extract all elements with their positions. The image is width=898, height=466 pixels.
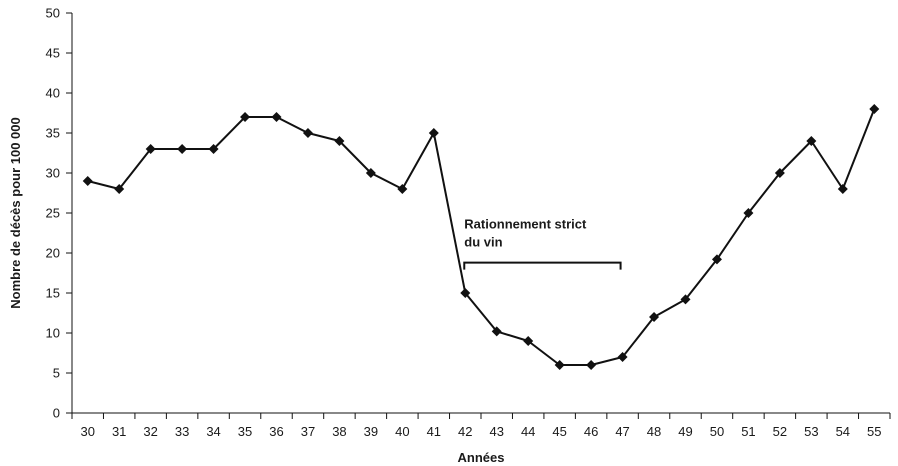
data-point [491,326,502,337]
data-point [240,112,251,122]
x-tick-label: 34 [206,424,220,439]
y-tick-label: 30 [46,166,60,181]
x-tick-label: 47 [615,424,629,439]
y-tick-label: 40 [46,86,60,101]
x-tick-label: 32 [143,424,157,439]
annotation-text-line1: Rationnement strict [464,217,587,232]
data-point [334,136,345,146]
data-point [554,360,565,370]
x-tick-label: 51 [741,424,755,439]
y-tick-label: 50 [46,6,60,21]
data-point [177,144,188,154]
y-tick-label: 45 [46,46,60,61]
x-tick-label: 30 [80,424,94,439]
x-tick-label: 33 [175,424,189,439]
data-point [711,254,722,265]
data-point [617,352,628,362]
data-point [680,294,691,305]
x-tick-label: 35 [238,424,252,439]
rationing-annotation: Rationnement strict du vin [463,217,622,270]
x-axis-title: Années [458,450,505,465]
x-tick-label: 42 [458,424,472,439]
data-point [869,104,880,114]
data-point [428,128,439,138]
annotation-text-line2: du vin [464,235,502,250]
y-axis-title: Nombre de décès pour 100 000 [8,117,23,308]
x-tick-label: 46 [584,424,598,439]
x-tick-label: 36 [269,424,283,439]
data-point [271,112,282,122]
x-tick-label: 52 [773,424,787,439]
x-tick-label: 50 [710,424,724,439]
x-tick-label: 55 [867,424,881,439]
x-tick-label: 49 [678,424,692,439]
x-tick-label: 41 [427,424,441,439]
y-tick-label: 15 [46,286,60,301]
x-tick-label: 39 [364,424,378,439]
data-point [114,184,125,194]
y-tick-label: 10 [46,326,60,341]
x-tick-label: 44 [521,424,535,439]
y-axis: 0 5 10 15 20 25 30 35 40 45 50 [46,6,73,421]
data-point [365,168,376,178]
x-tick-label: 38 [332,424,346,439]
data-point [806,136,817,146]
series [82,104,880,370]
data-point [208,144,219,154]
x-tick-label: 37 [301,424,315,439]
data-point [649,312,660,322]
data-point [145,144,156,154]
y-tick-label: 35 [46,126,60,141]
series-line [87,108,876,366]
y-tick-label: 25 [46,206,60,221]
x-tick-label: 43 [489,424,503,439]
x-tick-label: 40 [395,424,409,439]
y-tick-label: 5 [53,366,60,381]
x-tick-label: 31 [112,424,126,439]
data-point [460,288,471,298]
x-tick-label: 48 [647,424,661,439]
x-tick-label: 54 [836,424,850,439]
y-tick-label: 20 [46,246,60,261]
data-point [837,184,848,194]
annotation-bracket [463,261,622,270]
data-point [586,360,597,370]
y-tick-label: 0 [53,406,60,421]
data-point [523,336,534,346]
x-tick-label: 45 [552,424,566,439]
x-axis: 30 31 32 33 34 35 36 37 38 39 40 41 42 43 44 45 46 47 48 49… [71,412,891,439]
x-tick-label: 53 [804,424,818,439]
data-point [302,128,313,138]
data-point [774,168,785,178]
data-point [397,184,408,194]
data-point [743,208,754,218]
data-point [82,176,93,186]
